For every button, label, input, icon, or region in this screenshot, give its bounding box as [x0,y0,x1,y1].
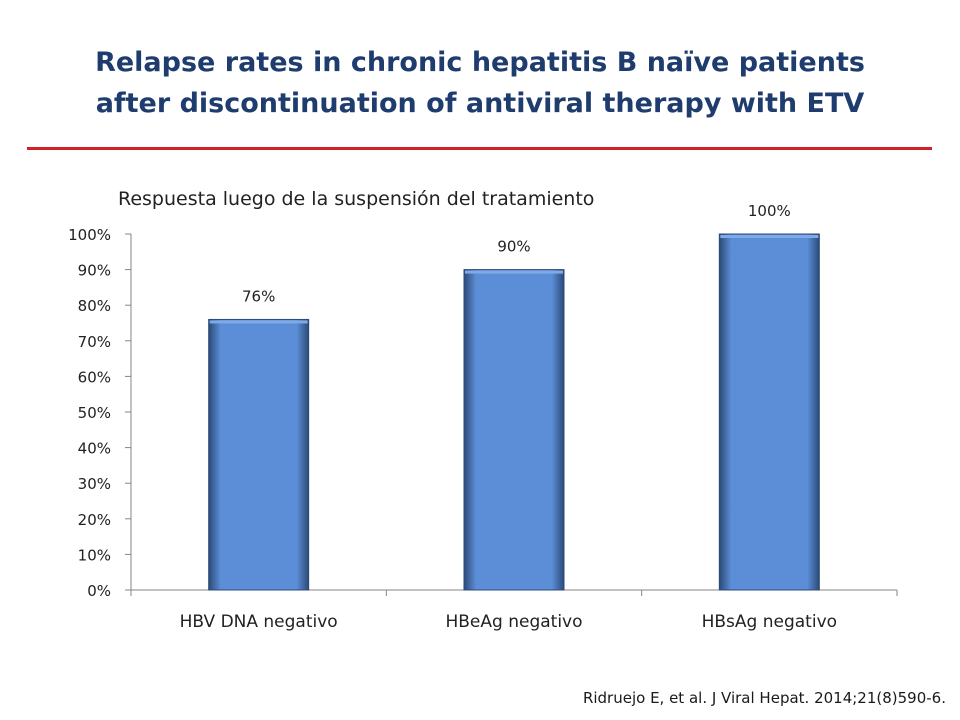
chart-data-labels: 76% 90% 100% [242,202,791,305]
x-tick-label: HBeAg negativo [445,612,582,632]
title-divider [27,147,932,150]
chart-bars [208,233,820,591]
citation: Ridruejo E, et al. J Viral Hepat. 2014;2… [582,689,946,707]
y-tick-label: 20% [78,511,111,529]
y-tick-label: 70% [78,333,111,351]
y-tick-label: 80% [78,297,111,315]
slide-title-line-1: Relapse rates in chronic hepatitis B naï… [95,47,865,78]
slide-title-line-2: after discontinuation of antiviral thera… [95,88,865,119]
y-tick-label: 0% [87,582,111,600]
bar-highlight [720,235,819,238]
chart-title: Respuesta luego de la suspensión del tra… [118,188,594,210]
data-label: 90% [497,238,530,256]
y-tick-label: 30% [78,475,111,493]
y-tick-label: 60% [78,368,111,386]
x-tick-label: HBV DNA negativo [180,612,338,632]
bar-2 [463,269,565,591]
y-tick-label: 100% [68,226,111,244]
data-label: 76% [242,287,275,305]
bar-1 [208,318,310,591]
bar-highlight [465,270,563,274]
chart-axes: 0% 10% 20% 30% 40% 50% 60% 70% 80% 90% 100% HBV DNA… [68,226,898,632]
y-tick-label: 40% [78,440,111,458]
y-tick-label: 90% [78,262,111,280]
y-tick-label: 50% [78,404,111,422]
bar-3 [718,233,820,591]
bar-highlight [209,320,308,324]
slide-title: Relapse rates in chronic hepatitis B naï… [0,42,960,124]
x-tick-label: HBsAg negativo [702,612,837,632]
data-label: 100% [748,202,791,220]
y-tick-label: 10% [78,546,111,564]
